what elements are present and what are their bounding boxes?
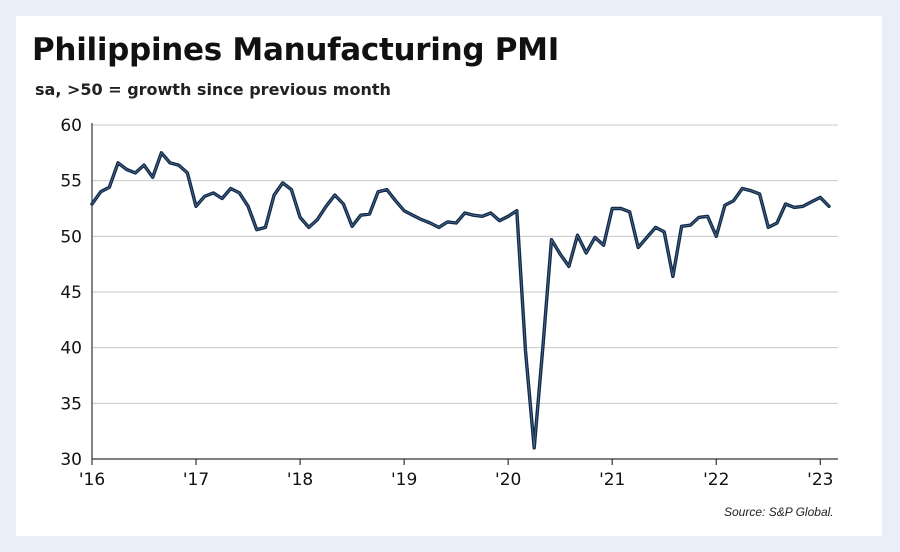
x-tick-label: '19 [391, 470, 417, 490]
x-tick-label: '21 [599, 470, 625, 490]
grid-lines [92, 124, 838, 404]
y-tick-label: 45 [60, 283, 82, 303]
series-lines [90, 151, 831, 450]
y-tick-label: 35 [60, 394, 82, 414]
x-axis: '16 '17 '18 '19 '20 '21 '22 '23 [79, 123, 838, 490]
y-tick-label: 55 [60, 172, 82, 192]
x-tick-label: '20 [495, 470, 521, 490]
x-tick-label: '23 [807, 470, 833, 490]
y-tick-label: 40 [60, 339, 82, 359]
chart-card [16, 16, 882, 536]
chart-subtitle: sa, >50 = growth since previous month [35, 80, 391, 99]
chart-title: Philippines Manufacturing PMI [32, 32, 559, 68]
y-tick-label: 30 [60, 450, 82, 470]
y-tick-label: 50 [60, 227, 82, 247]
x-tick-label: '22 [703, 470, 729, 490]
series-highlight-0 [91, 152, 830, 449]
y-axis-ticks: 30 35 40 45 50 55 60 [60, 116, 82, 470]
y-tick-label: 60 [60, 116, 82, 136]
x-tick-label: '18 [287, 470, 313, 490]
source-note: Source: S&P Global. [724, 505, 834, 519]
x-tick-label: '17 [183, 470, 209, 490]
x-tick-label: '16 [79, 470, 105, 490]
